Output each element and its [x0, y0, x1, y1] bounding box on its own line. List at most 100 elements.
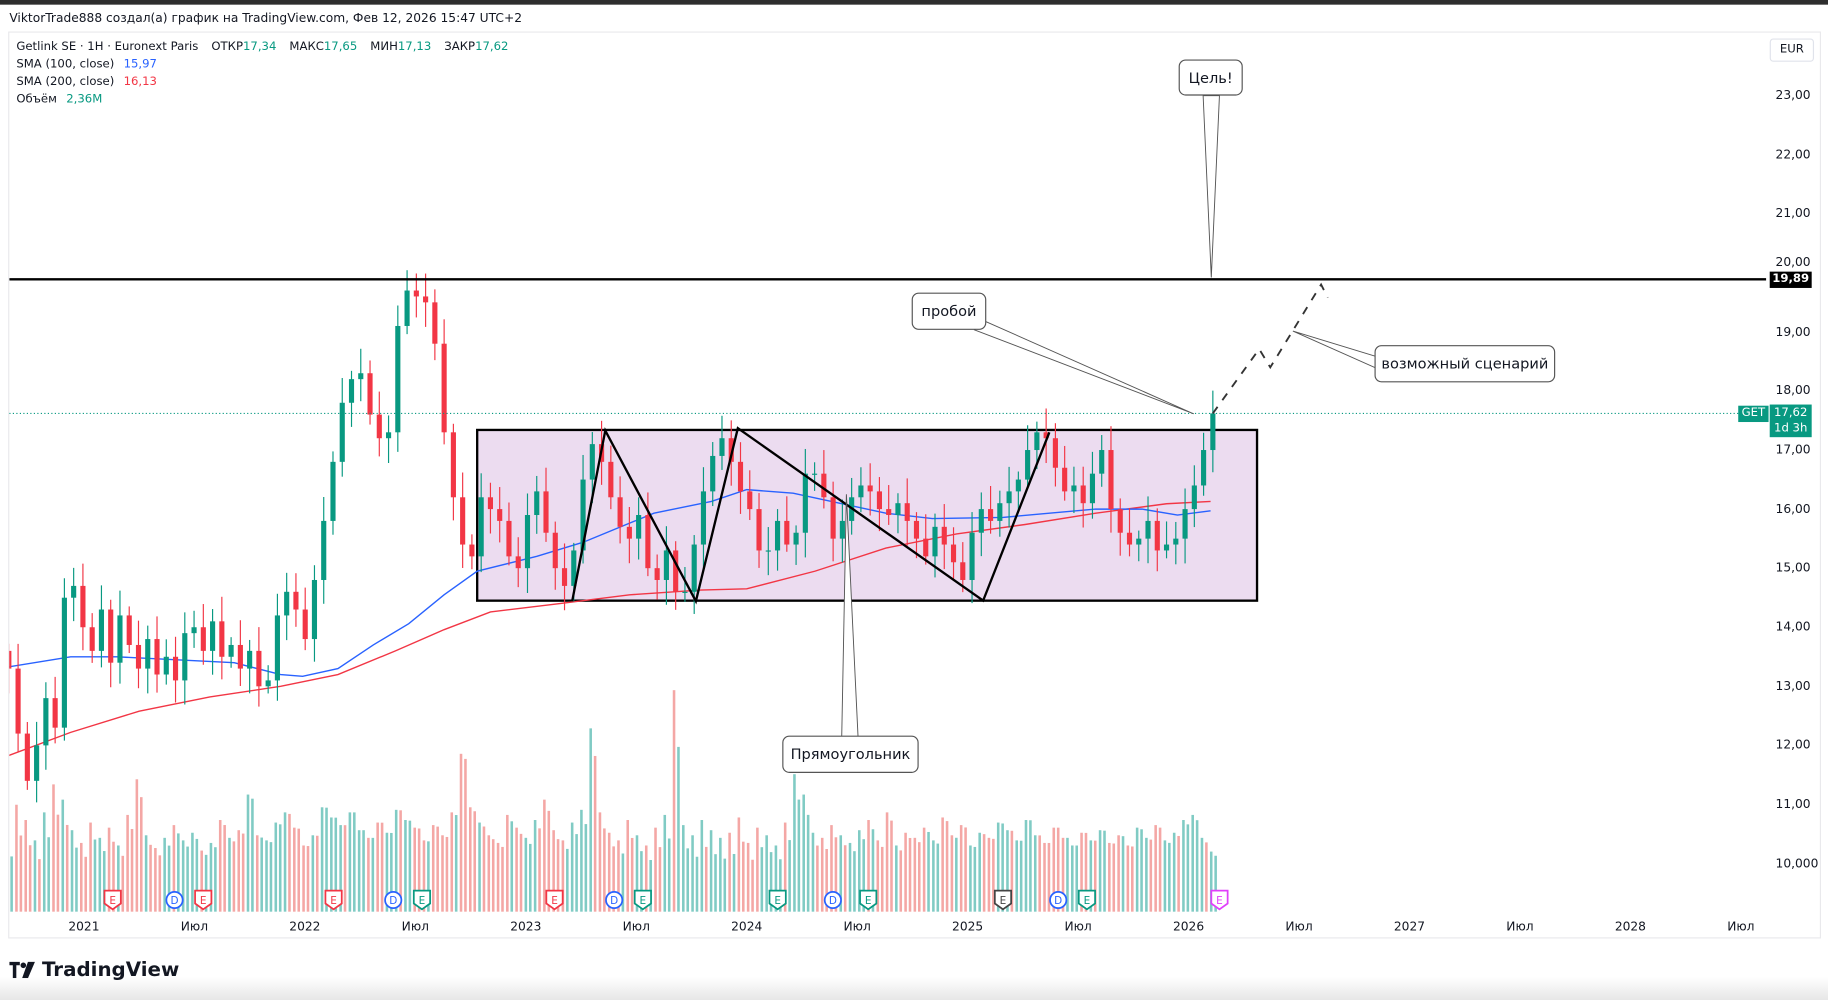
candle — [302, 587, 308, 651]
open-label: ОТКР — [211, 40, 243, 54]
dividend-marker[interactable]: D — [823, 890, 842, 910]
marker-letter: E — [865, 895, 872, 907]
earnings-marker[interactable]: E — [993, 889, 1013, 911]
volume-bar — [357, 830, 361, 912]
candle — [691, 535, 697, 614]
volume-bar — [237, 830, 241, 912]
candle — [737, 442, 744, 514]
candle — [765, 527, 771, 576]
volume-bar — [663, 814, 667, 912]
candles — [9, 270, 1216, 803]
currency-button[interactable]: EUR — [1769, 38, 1815, 62]
legend-sma100[interactable]: SMA (100, close) 15,97 — [16, 56, 508, 73]
candle — [154, 616, 160, 693]
candle — [997, 490, 1003, 537]
volume-bar — [102, 851, 106, 912]
earnings-marker[interactable]: E — [324, 889, 343, 911]
last-price-label: 17,62 1d 3h — [1769, 404, 1812, 438]
candle — [237, 620, 243, 686]
volume-bar — [644, 845, 648, 912]
tradingview-logo[interactable]: TradingView — [9, 958, 179, 982]
volume-bar — [459, 753, 463, 912]
candle — [163, 639, 169, 685]
candle-body — [24, 733, 30, 781]
volume-bar — [820, 837, 824, 912]
volume-bar — [1061, 837, 1065, 912]
callout-rectangle[interactable]: Прямоугольник — [782, 735, 919, 773]
volume-bar — [19, 835, 23, 912]
candle-body — [1126, 532, 1133, 545]
earnings-marker[interactable]: E — [545, 889, 564, 911]
dividend-marker[interactable]: D — [165, 890, 184, 910]
volume-value: 2,36M — [66, 93, 103, 107]
earnings-marker[interactable]: E — [859, 889, 878, 911]
earnings-icon — [859, 889, 878, 911]
dividend-marker[interactable]: D — [384, 890, 403, 910]
candle-body — [339, 402, 345, 462]
candle-body — [988, 509, 994, 521]
volume-bar — [895, 845, 898, 912]
scenario-path — [1212, 282, 1329, 414]
callout-breakout[interactable]: пробой — [911, 292, 987, 330]
candle — [117, 590, 123, 684]
earnings-marker[interactable]: E — [412, 889, 431, 911]
candle — [941, 504, 947, 570]
candle-body — [172, 656, 179, 681]
candle-body — [256, 650, 262, 687]
candle-body — [728, 438, 734, 462]
volume-bar — [441, 835, 444, 912]
time-tick-label: 2024 — [731, 919, 763, 934]
volume-bar — [1006, 830, 1009, 912]
volume-bar — [584, 824, 588, 912]
candle-body — [654, 568, 660, 580]
candle-body — [1117, 509, 1123, 533]
earnings-marker[interactable]: E — [633, 889, 652, 911]
volume-bar — [1168, 842, 1171, 912]
symbol-name[interactable]: Getlink SE · 1H · Euronext Paris — [16, 40, 199, 54]
marker-letter: E — [419, 895, 426, 907]
candle-body — [710, 455, 716, 492]
candle — [663, 526, 669, 605]
candle — [126, 606, 132, 654]
volume-bar — [677, 746, 680, 912]
callout-scenario[interactable]: возможный сценарий — [1374, 345, 1556, 383]
volume-bar — [561, 840, 565, 912]
legend-volume[interactable]: Объём 2,36M — [16, 91, 508, 108]
candle-body — [98, 609, 105, 651]
dividend-marker[interactable]: D — [1049, 890, 1068, 910]
dividend-marker[interactable]: D — [605, 890, 624, 910]
callout-target[interactable]: Цель! — [1178, 59, 1243, 96]
candle-body — [191, 627, 197, 634]
candle — [52, 676, 58, 744]
candle — [645, 492, 651, 577]
volume-bar — [1126, 845, 1130, 912]
high-label: МАКС — [289, 40, 324, 54]
volume-bar — [315, 835, 319, 912]
earnings-marker[interactable]: E — [768, 889, 787, 911]
volume-bar — [682, 825, 685, 912]
earnings-marker[interactable]: E — [1210, 889, 1229, 911]
volume-bar — [802, 794, 805, 912]
earnings-marker[interactable]: E — [103, 889, 122, 911]
volume-bar — [297, 828, 301, 912]
rectangle-drawing[interactable] — [476, 428, 1259, 602]
legend-sma200[interactable]: SMA (200, close) 16,13 — [16, 73, 508, 90]
volume-bar — [28, 845, 32, 912]
volume-bar — [130, 829, 134, 912]
volume-bar — [1200, 837, 1204, 912]
candle-body — [117, 615, 123, 663]
drawings[interactable] — [9, 95, 1767, 738]
volume-bar — [857, 830, 861, 912]
candle — [358, 348, 364, 402]
price-tick-label: 14,00 — [1775, 620, 1811, 635]
volume-bar — [311, 835, 315, 912]
candle — [858, 467, 864, 513]
volume-bar — [779, 859, 782, 912]
earnings-marker[interactable]: E — [194, 889, 213, 911]
volume-bar — [769, 852, 773, 912]
volume-bar — [214, 847, 217, 912]
earnings-marker[interactable]: E — [1077, 889, 1096, 911]
volume-bar — [1084, 832, 1088, 912]
